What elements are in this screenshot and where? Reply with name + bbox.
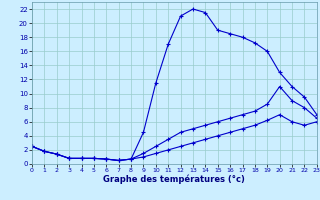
X-axis label: Graphe des températures (°c): Graphe des températures (°c) xyxy=(103,175,245,184)
